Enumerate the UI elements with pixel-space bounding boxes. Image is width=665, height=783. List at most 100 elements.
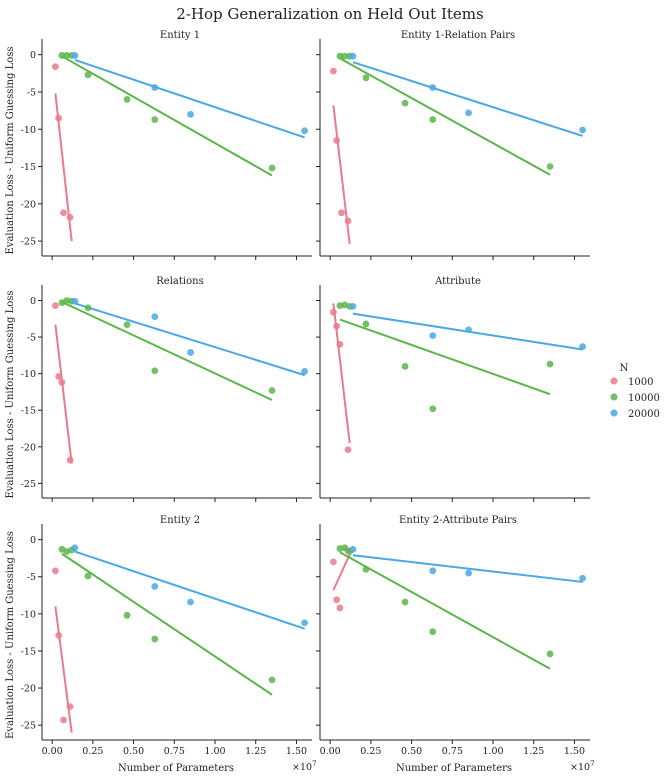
point-1000 (52, 302, 59, 310)
x-scale-label: ×107 (292, 760, 317, 773)
y-tick-label: -5 (27, 333, 36, 344)
point-10000 (151, 116, 159, 123)
point-10000 (362, 565, 370, 573)
x-axis-label: Number of Parameters (118, 763, 234, 774)
legend: N 1000 10000 20000 (610, 363, 660, 420)
point-1000 (330, 67, 337, 75)
point-20000 (429, 332, 437, 340)
x-tick-label: 0.25 (360, 746, 381, 757)
x-tick-label: 1.50 (564, 746, 585, 757)
point-20000 (151, 582, 159, 590)
point-10000 (336, 52, 344, 60)
fit-line-1000 (332, 554, 351, 591)
y-axis-label: Evaluation Loss - Uniform Guessing Loss (5, 46, 16, 254)
x-tick-label: 0.75 (442, 746, 463, 757)
legend-title: N (620, 363, 629, 374)
y-axis-label: Evaluation Loss - Uniform Guessing Loss (5, 290, 16, 498)
point-20000 (579, 343, 586, 350)
fit-line-1000 (54, 324, 73, 464)
fit-line-10000 (61, 552, 273, 696)
point-1000 (330, 558, 337, 566)
panel-title: Entity 1 (160, 30, 200, 41)
panel-title: Attribute (434, 276, 481, 287)
fit-line-20000 (74, 550, 305, 630)
point-1000 (66, 456, 74, 464)
fit-line-10000 (61, 55, 273, 177)
panel-5: Entity 2-Attribute Pairs 0.00 0.25 0.50 0.75… (316, 515, 595, 774)
x-tick-label: 0.00 (42, 746, 63, 757)
point-20000 (71, 52, 79, 59)
fit-line-10000 (339, 318, 551, 396)
point-1000 (52, 63, 59, 71)
point-20000 (349, 52, 357, 60)
x-tick-label: 0.50 (123, 746, 144, 757)
x-axis-label: Number of Parameters (396, 763, 512, 774)
x-tick-label: 0.00 (320, 746, 341, 757)
point-20000 (301, 368, 308, 375)
x-scale-exponent: 7 (312, 760, 316, 768)
legend-marker-10000 (610, 393, 618, 401)
figure-title: 2-Hop Generalization on Held Out Items (176, 5, 483, 23)
y-tick-label: -5 (27, 572, 36, 583)
panel-2: Relations 0 -5 -10 -15 -20 -25 Evaluation Loss … (5, 276, 312, 502)
point-10000 (429, 628, 437, 636)
point-10000 (429, 116, 437, 123)
y-tick-label: -5 (27, 87, 36, 98)
point-1000 (336, 604, 344, 612)
point-10000 (362, 74, 370, 82)
point-1000 (344, 446, 352, 454)
legend-label-10000: 10000 (628, 393, 660, 404)
panel-title: Entity 1-Relation Pairs (401, 30, 515, 41)
point-10000 (151, 635, 159, 643)
y-tick-label: 0 (30, 296, 36, 307)
x-scale-exponent: 7 (590, 760, 594, 768)
fit-line-20000 (352, 61, 583, 137)
point-1000 (60, 209, 67, 217)
y-tick-label: -10 (21, 125, 36, 136)
point-10000 (84, 71, 92, 79)
point-10000 (362, 320, 370, 328)
fit-line-20000 (352, 554, 583, 583)
point-10000 (268, 676, 276, 684)
point-1000 (330, 308, 337, 316)
panel-title: Relations (156, 276, 203, 287)
point-10000 (341, 544, 349, 552)
point-1000 (66, 213, 74, 221)
panels: Entity 1 0 -5 -10 -15 -20 -25 Evaluation Loss -… (5, 30, 595, 774)
point-1000 (58, 379, 66, 386)
point-20000 (301, 619, 308, 627)
point-10000 (546, 650, 554, 658)
y-tick-label: -15 (21, 162, 36, 173)
fit-line-20000 (74, 302, 305, 377)
point-1000 (55, 373, 63, 380)
fit-line-20000 (74, 58, 305, 139)
point-1000 (55, 631, 63, 639)
point-20000 (349, 302, 357, 310)
x-tick-label: 0.75 (164, 746, 185, 757)
point-20000 (349, 545, 357, 553)
point-10000 (341, 52, 349, 60)
point-1000 (338, 209, 345, 217)
point-10000 (268, 164, 276, 172)
point-20000 (71, 297, 79, 305)
x-tick-label: 1.25 (523, 746, 544, 757)
point-10000 (401, 598, 409, 606)
y-tick-label: -25 (21, 237, 36, 248)
point-10000 (123, 96, 131, 103)
legend-marker-20000 (610, 409, 618, 417)
point-10000 (401, 99, 409, 107)
x-scale-label: ×107 (570, 760, 595, 773)
point-20000 (151, 313, 159, 321)
panel-title: Entity 2 (160, 515, 200, 526)
point-1000 (60, 716, 67, 724)
point-1000 (333, 322, 341, 330)
point-20000 (465, 109, 472, 117)
panel-4: Entity 2 0 -5 -10 -15 -20 -25 0.00 0.25 0.50 0.75 1… (5, 515, 317, 774)
y-tick-label: -10 (21, 369, 36, 380)
point-20000 (151, 84, 159, 91)
point-1000 (344, 217, 352, 225)
point-20000 (465, 326, 472, 334)
y-tick-label: -10 (21, 609, 36, 620)
